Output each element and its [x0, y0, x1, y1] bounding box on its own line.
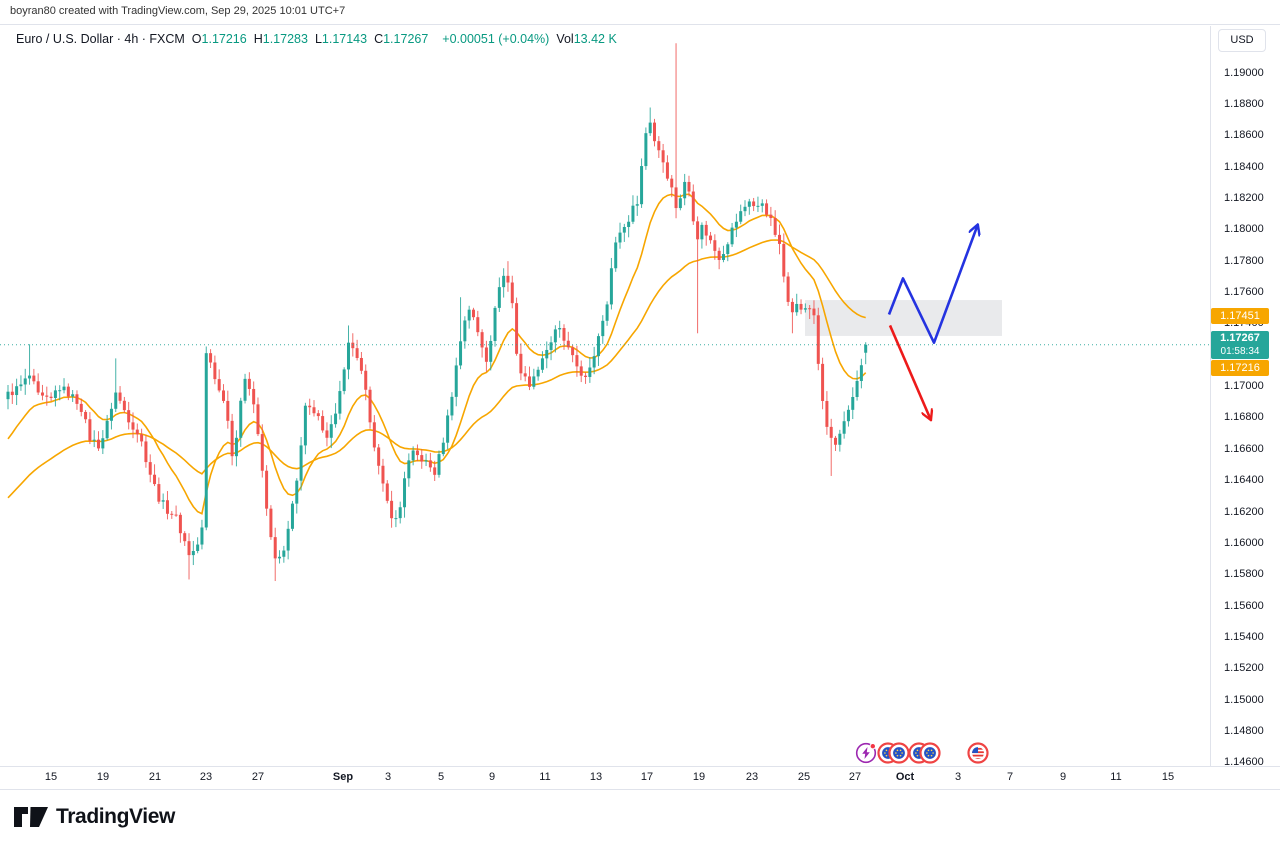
ohlc-value: 1.17267 — [383, 32, 429, 46]
price-axis-label: 1.15800 — [1224, 568, 1264, 581]
ohlc-label: L — [314, 32, 322, 46]
time-axis-label: 13 — [589, 771, 603, 783]
price-axis-label: 1.18400 — [1224, 160, 1264, 173]
price-axis-label: 1.15400 — [1224, 630, 1264, 643]
price-axis-label: 1.14600 — [1224, 756, 1264, 769]
time-axis-label: 23 — [745, 771, 759, 783]
time-axis-label: 9 — [1059, 771, 1067, 783]
chart-pane[interactable] — [0, 26, 1210, 770]
ohlc-value: 1.17283 — [262, 32, 308, 46]
price-axis-label: 1.17000 — [1224, 380, 1264, 393]
price-axis-label: 1.18000 — [1224, 223, 1264, 236]
time-axis-label: 3 — [954, 771, 962, 783]
event-icon-flash[interactable] — [855, 742, 877, 764]
time-axis-label: 15 — [44, 771, 58, 783]
tradingview-logo-text: TradingView — [56, 805, 175, 828]
bearish-scenario-arrow[interactable] — [888, 324, 930, 418]
ma-price-badge-lower: 1.17216 — [1211, 359, 1269, 376]
time-axis-label: 5 — [437, 771, 445, 783]
price-axis-label: 1.16800 — [1224, 411, 1264, 424]
bar-countdown: 01:58:34 — [1220, 345, 1260, 357]
ema-line[interactable] — [7, 193, 867, 515]
symbol-legend: Euro / U.S. Dollar · 4h · FXCM O1.17216 H1… — [16, 32, 617, 46]
price-axis-label: 1.17600 — [1224, 286, 1264, 299]
time-axis-label: Sep — [332, 771, 354, 783]
change-value: +0.00051 (+0.04%) — [442, 32, 550, 46]
price-axis-label: 1.15000 — [1224, 693, 1264, 706]
price-axis-label: 1.16000 — [1224, 536, 1264, 549]
time-axis-label: 23 — [199, 771, 213, 783]
ma-price-badge-upper: 1.17451 — [1211, 307, 1269, 324]
ohlc-label: H — [253, 32, 263, 46]
time-axis-label: 17 — [640, 771, 654, 783]
time-axis-label: 27 — [848, 771, 862, 783]
current-price-badge: 1.17267 01:58:34 — [1211, 330, 1269, 359]
ohlc-label: O — [191, 32, 202, 46]
time-axis-label: 19 — [96, 771, 110, 783]
tradingview-logo[interactable]: TradingView — [14, 804, 175, 830]
price-axis-label: 1.16400 — [1224, 474, 1264, 487]
price-axis-label: 1.18600 — [1224, 129, 1264, 142]
price-axis-label: 1.17800 — [1224, 254, 1264, 267]
tradingview-logo-icon — [14, 807, 48, 827]
price-axis-label: 1.18800 — [1224, 97, 1264, 110]
time-axis-label: 15 — [1161, 771, 1175, 783]
time-axis-label: 11 — [539, 771, 551, 783]
volume-label: Vol — [556, 32, 574, 46]
supply-zone-box[interactable] — [805, 300, 1002, 336]
bullish-scenario-arrow[interactable] — [887, 227, 977, 345]
price-axis-label: 1.15600 — [1224, 599, 1264, 612]
price-axis[interactable]: 1.19000 1.18800 1.18600 1.18400 1.18200 1.180… — [1210, 26, 1280, 769]
time-axis-label: 19 — [692, 771, 706, 783]
price-axis-label: 1.16200 — [1224, 505, 1264, 518]
time-axis-label: 11 — [1110, 771, 1122, 783]
event-icon-eu[interactable] — [919, 742, 941, 764]
price-axis-separator — [1210, 26, 1211, 789]
price-axis-label: 1.14800 — [1224, 725, 1264, 738]
volume-value: 13.42 K — [573, 32, 617, 46]
time-axis-label: 21 — [148, 771, 162, 783]
time-axis-label: 7 — [1006, 771, 1014, 783]
time-axis-label: Oct — [895, 771, 915, 783]
price-axis-label: 1.15200 — [1224, 662, 1264, 675]
symbol-title: Euro / U.S. Dollar · 4h · FXCM — [16, 32, 185, 46]
event-icon-eu[interactable] — [888, 742, 910, 764]
top-divider — [0, 24, 1280, 25]
time-axis-label: 27 — [251, 771, 265, 783]
candlestick-series — [6, 43, 868, 582]
price-axis-label: 1.16600 — [1224, 442, 1264, 455]
ohlc-value: 1.17143 — [321, 32, 368, 46]
ohlc-value: 1.17216 — [201, 32, 247, 46]
ohlc-label: C — [374, 32, 384, 46]
attribution-text: boyran80 created with TradingView.com, S… — [10, 5, 346, 17]
time-axis-label: 25 — [797, 771, 811, 783]
ema-line[interactable] — [7, 239, 866, 499]
time-axis-label: 3 — [384, 771, 392, 783]
price-axis-label: 1.19000 — [1224, 66, 1264, 79]
time-axis[interactable]: 15 19 21 23 27 Sep 3 5 9 11 13 17 19 23 25 27 Oct 3 7 9 11 15 — [0, 766, 1280, 790]
event-icon-us[interactable] — [967, 742, 989, 764]
price-axis-label: 1.18200 — [1224, 191, 1264, 204]
time-axis-label: 9 — [488, 771, 496, 783]
currency-toggle-button[interactable]: USD — [1218, 29, 1266, 52]
